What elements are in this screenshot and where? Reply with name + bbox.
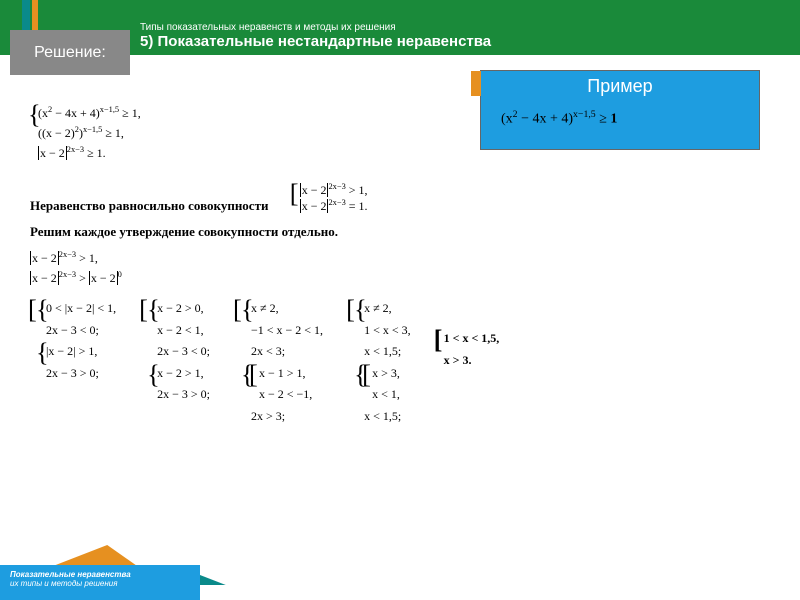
footer-l1: Показательные неравенства [10,570,190,579]
c5r2: x > 3. [444,350,500,372]
col1: 0 < |x − 2| < 1, 2x − 3 < 0; |x − 2| > 1… [30,298,116,428]
col5-result: 1 < x < 1,5, x > 3. [436,328,500,371]
c2b1: x − 2 > 1, [157,363,210,385]
c2b2: 2x − 3 > 0; [157,384,210,406]
col4-sys-b: x > 3, x < 1, x < 1,5; [356,363,401,428]
c1b2: 2x − 3 > 0; [46,363,99,385]
step2: x − 22x−3 > 1, x − 22x−3 > x − 20 [30,248,770,288]
col2-sys-a: x − 2 > 0, x − 2 < 1, 2x − 3 < 0; [149,298,210,363]
step2-l1: x − 22x−3 > 1, [30,248,770,268]
col4-outer: x ≠ 2, 1 < x < 3, x < 1,5; x > 3, x < 1,… [348,298,411,428]
col1-outer: 0 < |x − 2| < 1, 2x − 3 < 0; |x − 2| > 1… [30,298,116,384]
col2: x − 2 > 0, x − 2 < 1, 2x − 3 < 0; x − 2 … [141,298,210,428]
step1-l1: (x2 − 4x + 4)x−1,5 ≥ 1, [38,103,141,123]
c3a2: −1 < x − 2 < 1, [251,320,323,342]
step1-l3: x − 22x−3 ≥ 1. [38,143,141,163]
col4: x ≠ 2, 1 < x < 3, x < 1,5; x > 3, x < 1,… [348,298,411,428]
col3-sys-a: x ≠ 2, −1 < x − 2 < 1, 2x < 3; [243,298,323,363]
solve-each-text: Решим каждое утверждение совокупности от… [30,224,770,240]
footer-blue-box: Показательные неравенства их типы и мето… [0,565,200,600]
sys1-l2: x − 22x−3 = 1. [300,198,368,214]
header-subtitle: Типы показательных неравенств и методы и… [140,22,491,33]
equiv-text: Неравенство равносильно совокупности [30,198,268,213]
footer-l2: их типы и методы решения [10,579,190,588]
c5r1: 1 < x < 1,5, [444,328,500,350]
c2a3: 2x − 3 < 0; [157,341,210,363]
c1a2: 2x − 3 < 0; [46,320,116,342]
c3b2: x − 2 < −1, [259,384,312,406]
c4b3: x < 1,5; [364,406,401,428]
col1-sys-a: 0 < |x − 2| < 1, 2x − 3 < 0; [38,298,116,341]
solution-label: Решение: [34,44,106,62]
header-title: 5) Показательные нестандартные неравенст… [140,33,491,50]
c4a1: x ≠ 2, [364,298,411,320]
c3a3: 2x < 3; [251,341,323,363]
col3: x ≠ 2, −1 < x − 2 < 1, 2x < 3; x − 1 > 1… [235,298,323,428]
col3-sys-b: x − 1 > 1, x − 2 < −1, 2x > 3; [243,363,312,428]
footer: Показательные неравенства их типы и мето… [0,550,800,600]
col5: 1 < x < 1,5, x > 3. [436,298,500,428]
sys1: x − 22x−3 > 1, x − 22x−3 = 1. [292,182,368,214]
col2-outer: x − 2 > 0, x − 2 < 1, 2x − 3 < 0; x − 2 … [141,298,210,406]
col4-inner: x > 3, x < 1, [364,363,400,406]
col2-sys-b: x − 2 > 1, 2x − 3 > 0; [149,363,210,406]
sys1-l1: x − 22x−3 > 1, [300,182,368,198]
content-area: (x2 − 4x + 4)x−1,5 ≥ 1, ((x − 2)2)x−1,5 … [30,100,770,428]
c3b3: 2x > 3; [251,406,312,428]
orange-tab [471,71,481,96]
step1-system: (x2 − 4x + 4)x−1,5 ≥ 1, ((x − 2)2)x−1,5 … [30,103,141,164]
c4a2: 1 < x < 3, [364,320,411,342]
systems-row: 0 < |x − 2| < 1, 2x − 3 < 0; |x − 2| > 1… [30,298,770,428]
c2a1: x − 2 > 0, [157,298,210,320]
step2-l2: x − 22x−3 > x − 20 [30,268,770,288]
c3a1: x ≠ 2, [251,298,323,320]
col3-inner: x − 1 > 1, x − 2 < −1, [251,363,312,406]
step1-l2: ((x − 2)2)x−1,5 ≥ 1, [38,123,141,143]
solution-label-box: Решение: [10,30,130,75]
c4b1: x > 3, [372,363,400,385]
c4b2: x < 1, [372,384,400,406]
col3-outer: x ≠ 2, −1 < x − 2 < 1, 2x < 3; x − 1 > 1… [235,298,323,428]
c2a2: x − 2 < 1, [157,320,210,342]
c3b1: x − 1 > 1, [259,363,312,385]
col4-sys-a: x ≠ 2, 1 < x < 3, x < 1,5; [356,298,411,363]
col1-sys-b: |x − 2| > 1, 2x − 3 > 0; [38,341,99,384]
c1a1: 0 < |x − 2| < 1, [46,298,116,320]
example-label: Пример [481,76,759,97]
c4a3: x < 1,5; [364,341,411,363]
c1b1: |x − 2| > 1, [46,341,99,363]
